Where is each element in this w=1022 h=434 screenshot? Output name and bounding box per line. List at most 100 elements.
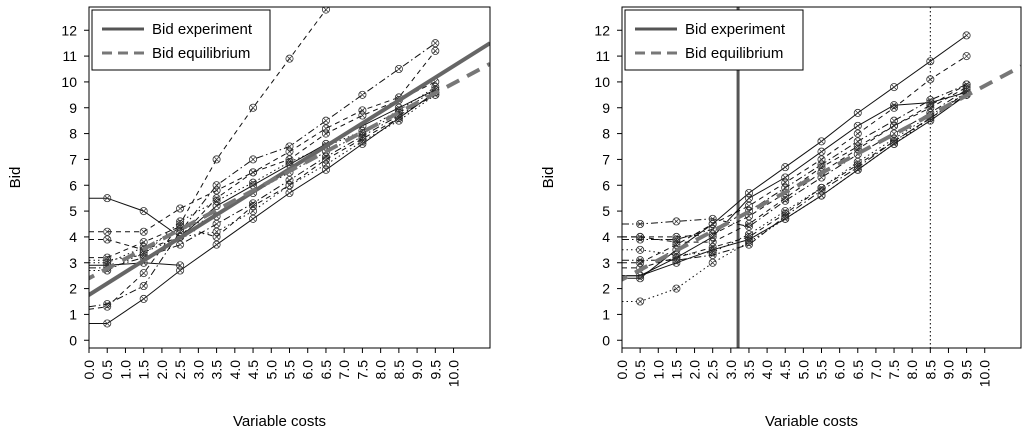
series-4-point-7 xyxy=(853,142,862,151)
y-tick-label-9: 9 xyxy=(69,100,77,116)
y-tick-label-7: 7 xyxy=(602,151,610,167)
y-tick-label-10: 10 xyxy=(594,74,610,90)
series-4-point-6 xyxy=(285,147,294,156)
x-tick-label-10: 5.0 xyxy=(263,360,279,380)
y-tick-label-11: 11 xyxy=(595,48,610,64)
y-tick-label-4: 4 xyxy=(69,229,77,245)
series-9-point-5 xyxy=(249,199,258,208)
series-9-point-4 xyxy=(744,235,753,244)
series-1-point-4-cross xyxy=(213,241,220,248)
series-1-point-8 xyxy=(890,101,899,110)
series-11-point-8 xyxy=(358,134,367,143)
series-4-point-1-cross xyxy=(104,236,110,243)
series-9-point-8 xyxy=(358,132,367,141)
series-6-point-3 xyxy=(176,217,185,226)
series-9-point-5 xyxy=(781,214,790,223)
series-3-point-6 xyxy=(285,142,294,151)
series-2-point-8-cross xyxy=(891,105,897,111)
series-11-point-3 xyxy=(708,238,717,247)
series-2-point-4-cross xyxy=(213,156,220,163)
series-9-point-3-cross xyxy=(177,241,183,248)
x-tick-label-13: 6.5 xyxy=(318,360,334,380)
legend-box xyxy=(624,9,804,71)
series-10-point-8 xyxy=(890,116,899,125)
y-tick-label-2: 2 xyxy=(69,281,77,297)
series-line-3 xyxy=(622,89,967,228)
series-5-point-1-cross xyxy=(637,298,643,305)
series-3-point-4 xyxy=(212,181,221,190)
x-tick-label-4: 2.0 xyxy=(154,360,170,380)
plot-area xyxy=(89,7,490,328)
series-5-point-3-cross xyxy=(709,260,716,266)
series-5-point-3 xyxy=(708,258,717,267)
x-tick-label-19: 9.5 xyxy=(959,360,975,380)
series-11-point-7 xyxy=(321,155,330,164)
x-tick-label-16: 8.0 xyxy=(904,360,920,380)
series-1-point-4-cross xyxy=(746,195,752,201)
x-tick-label-12: 6.0 xyxy=(300,360,316,380)
legend-box xyxy=(91,9,271,71)
series-6-point-10 xyxy=(431,83,440,92)
x-tick-label-14: 7.0 xyxy=(336,360,352,380)
x-tick-label-15: 7.5 xyxy=(354,360,370,380)
series-10-point-7-cross xyxy=(855,138,861,145)
y-tick-label-5: 5 xyxy=(602,203,610,219)
series-1-point-1 xyxy=(103,319,112,328)
series-0-point-6 xyxy=(817,137,826,146)
series-9-point-8-cross xyxy=(891,141,897,147)
series-2-point-2-cross xyxy=(140,270,147,276)
y-tick-label-8: 8 xyxy=(69,126,77,142)
series-11-point-7-cross xyxy=(323,156,329,163)
series-2-point-10 xyxy=(962,52,971,61)
series-7-point-3-cross xyxy=(177,262,183,269)
series-5-point-2 xyxy=(672,284,681,293)
series-line-9 xyxy=(89,94,436,269)
series-2-point-9 xyxy=(926,75,935,84)
x-tick-label-7: 3.5 xyxy=(209,360,225,380)
series-10-point-7 xyxy=(853,137,862,146)
series-1-point-5 xyxy=(249,214,258,223)
series-3-point-1 xyxy=(103,300,112,309)
series-line-11 xyxy=(622,84,967,243)
series-line-2 xyxy=(89,9,327,310)
series-5-point-1 xyxy=(103,227,112,236)
series-4-point-2 xyxy=(139,245,148,254)
series-11-point-1 xyxy=(636,232,645,241)
series-4-point-2 xyxy=(672,232,681,241)
series-1-point-7-cross xyxy=(855,123,861,129)
series-10-point-1 xyxy=(636,235,645,244)
series-5-point-2 xyxy=(139,227,148,236)
series-1-point-5 xyxy=(781,173,790,182)
series-1-point-4 xyxy=(744,194,753,203)
series-11-point-8-cross xyxy=(891,123,897,129)
series-11-point-8-cross xyxy=(359,136,366,142)
series-8-point-6 xyxy=(817,183,826,192)
series-4-point-10 xyxy=(431,46,440,55)
series-0-point-4 xyxy=(744,188,753,197)
series-3-point-2-cross xyxy=(673,218,680,225)
series-11-point-9 xyxy=(926,101,935,110)
series-9-point-2 xyxy=(672,258,681,267)
series-5-point-6-cross xyxy=(286,156,293,163)
series-0-point-5 xyxy=(781,163,790,172)
series-3-point-3-cross xyxy=(709,216,716,222)
series-4-point-1 xyxy=(103,235,112,244)
series-2-point-7-cross xyxy=(855,130,861,137)
series-9-point-4-cross xyxy=(746,236,752,243)
series-9-point-9-cross xyxy=(927,117,934,124)
x-tick-label-11: 5.5 xyxy=(814,360,830,380)
series-2-point-6 xyxy=(817,155,826,164)
y-tick-label-5: 5 xyxy=(69,203,77,219)
y-tick-label-6: 6 xyxy=(69,177,77,193)
series-2-point-10-cross xyxy=(963,53,970,59)
series-9-point-4 xyxy=(212,219,221,228)
x-tick-label-11: 5.5 xyxy=(282,360,298,380)
x-tick-label-20: 10.0 xyxy=(446,360,462,387)
series-5-point-7-cross xyxy=(323,130,329,137)
series-1-point-3 xyxy=(176,266,185,275)
series-3-point-2 xyxy=(672,217,681,226)
series-11-point-4-cross xyxy=(213,234,220,240)
y-tick-label-0: 0 xyxy=(69,332,77,348)
series-10-point-2-cross xyxy=(140,249,147,256)
